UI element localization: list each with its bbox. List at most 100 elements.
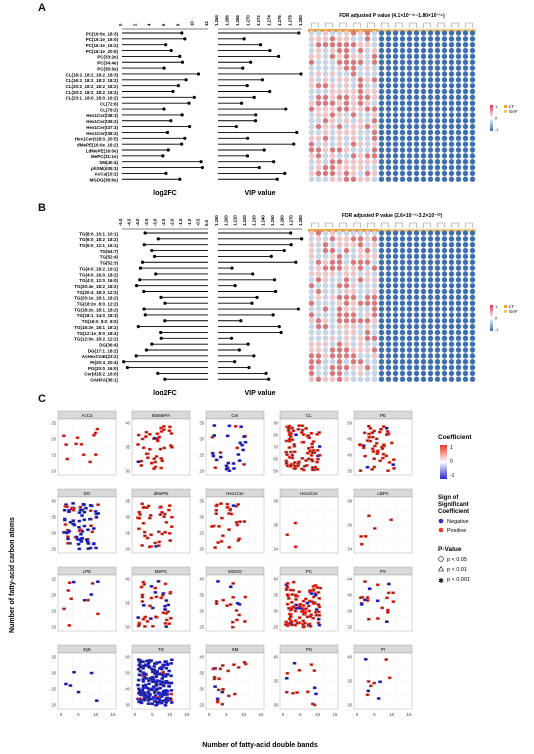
heatmap-cell <box>392 358 399 365</box>
log2fc-tick: -2.5 <box>161 218 166 226</box>
heatmap-cell <box>350 53 357 60</box>
log2fc-point <box>134 284 139 288</box>
heatmap-cell <box>406 65 413 71</box>
pvalue-marker <box>169 697 171 700</box>
pvalue-marker <box>287 603 289 605</box>
facet-y-tick: 35 <box>199 421 204 426</box>
heatmap-cell <box>462 335 469 342</box>
pvalue-marker <box>213 424 215 427</box>
heatmap-cell <box>427 106 434 112</box>
facet-y-tick: 36 <box>273 523 278 528</box>
heatmap-cell <box>406 36 413 42</box>
heatmap-cell <box>413 59 420 66</box>
heatmap-cell <box>469 300 476 307</box>
vip-point <box>300 237 304 241</box>
heatmap-cell <box>329 170 336 177</box>
pvalue-marker <box>297 462 300 465</box>
heatmap-cell <box>399 71 406 77</box>
heatmap-cell <box>350 247 357 254</box>
heatmap-cell <box>336 236 343 242</box>
heatmap-cell <box>420 94 427 101</box>
legend-lt-swatch <box>504 305 507 308</box>
heatmap-cell <box>392 306 399 312</box>
heatmap-cell <box>315 141 322 147</box>
pvalue-marker <box>65 443 67 446</box>
heatmap-cell <box>308 36 315 42</box>
heatmap-cell <box>434 230 441 236</box>
pvalue-marker <box>168 670 170 672</box>
heatmap-cell <box>469 376 476 383</box>
heatmap-cell <box>392 106 399 112</box>
facet-title: LBPA <box>377 491 388 496</box>
heatmap-cell <box>427 347 434 353</box>
heatmap-cell <box>413 117 420 124</box>
heatmap-cell <box>413 100 420 107</box>
pvalue-marker <box>392 601 394 603</box>
heatmap-cell <box>462 294 469 301</box>
heatmap-cell <box>406 94 413 101</box>
pvalue-marker <box>315 611 317 613</box>
pvalue-marker <box>222 688 224 690</box>
heatmap-cell <box>371 341 378 347</box>
heatmap-cell <box>441 364 448 371</box>
heatmap-cell <box>392 353 399 359</box>
heatmap-cell <box>329 376 336 383</box>
pvalue-marker <box>90 525 92 527</box>
heatmap-cell <box>371 59 378 66</box>
heatmap-cell <box>371 376 378 383</box>
vip-point <box>252 354 256 358</box>
heatmap-cell <box>392 253 399 260</box>
heatmap-cell <box>406 53 413 60</box>
heatmap-cell <box>308 77 315 83</box>
pvalue-marker <box>93 543 95 545</box>
facet-y-tick: 35 <box>199 593 204 598</box>
heatmap-cell <box>343 277 350 283</box>
pvalue-marker <box>83 525 86 527</box>
pvalue-marker <box>302 600 305 602</box>
pvalue-marker <box>311 443 313 445</box>
heatmap-cell <box>364 300 371 307</box>
pvalue-marker <box>229 509 231 511</box>
heatmap-cell <box>322 271 329 277</box>
pvalue-marker <box>317 449 319 451</box>
vip-point <box>239 101 244 105</box>
heatmap-cell <box>413 65 420 71</box>
heatmap-cell <box>336 88 343 95</box>
pvalue-marker <box>365 658 367 660</box>
pvalue-marker <box>318 431 320 434</box>
pvalue-marker <box>226 506 229 508</box>
pvalue-marker <box>168 682 170 684</box>
pvalue-marker <box>308 458 310 460</box>
heatmap-cell <box>406 112 413 118</box>
facet-title: PE <box>380 413 386 418</box>
pvalue-marker <box>285 588 288 590</box>
dendrogram-branch <box>465 222 473 228</box>
heatmap-cell <box>420 329 427 336</box>
heatmap-cell <box>413 323 420 330</box>
pvalue-marker <box>78 512 81 514</box>
pvalue-marker <box>97 613 99 615</box>
pvalue-marker <box>166 680 168 682</box>
heatmap-cell <box>441 176 448 183</box>
pvalue-marker <box>286 672 288 674</box>
heatmap-cell <box>441 370 448 377</box>
heatmap-cell <box>371 41 378 48</box>
heatmap-cell <box>469 141 476 147</box>
vip-point <box>260 78 265 82</box>
heatmap-cell <box>378 282 385 289</box>
heatmap-cell <box>343 265 350 271</box>
pvalue-marker <box>149 448 151 450</box>
heatmap-cell <box>392 259 399 266</box>
heatmap-cell <box>392 236 399 242</box>
pvalue-marker <box>65 683 67 685</box>
heatmap-cell <box>315 176 322 183</box>
heatmap-cell <box>322 170 329 177</box>
vip-tick: 1.280 <box>298 215 303 226</box>
heatmap-cell <box>392 65 399 71</box>
heatmap-cell <box>357 41 364 48</box>
pvalue-marker <box>388 583 390 585</box>
heatmap-cell <box>315 241 322 248</box>
heatmap-cell <box>392 376 399 383</box>
pvalue-marker <box>238 666 240 669</box>
heatmap-cell <box>322 317 329 324</box>
